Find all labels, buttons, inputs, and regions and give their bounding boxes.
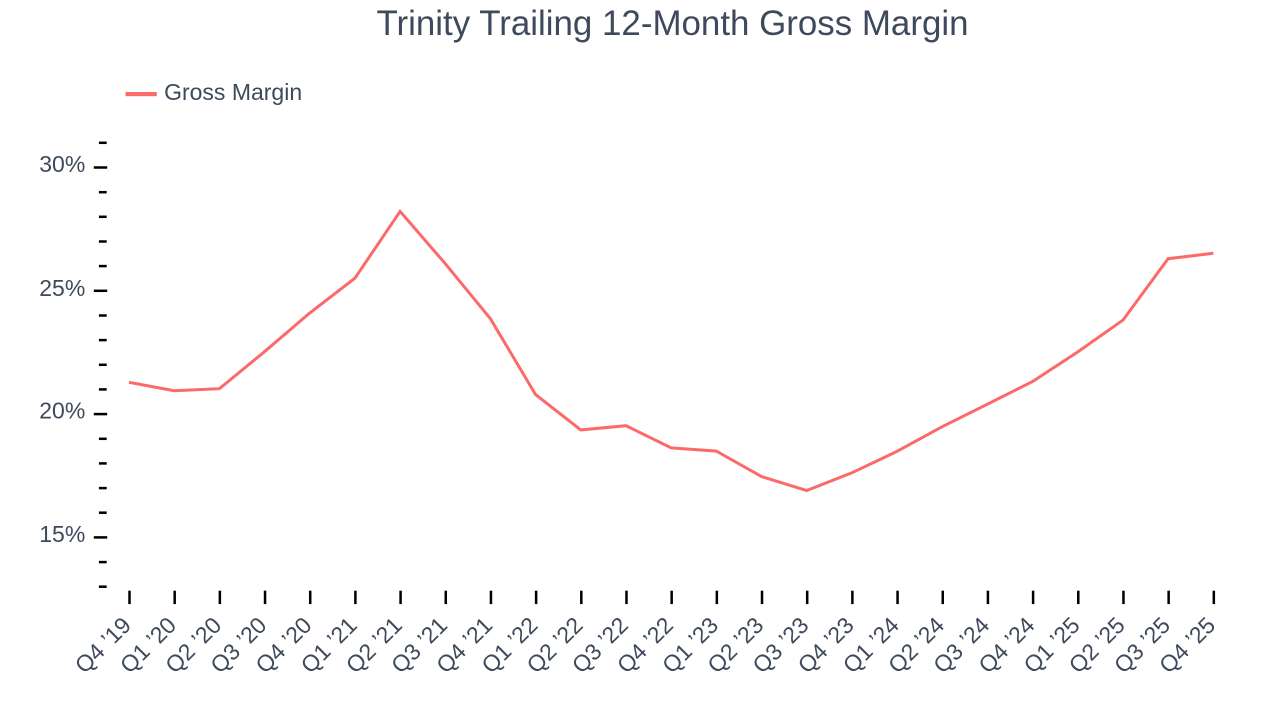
svg-text:Trinity Trailing 12-Month Gros: Trinity Trailing 12-Month Gross Margin [376, 4, 968, 43]
svg-text:Gross Margin: Gross Margin [164, 79, 302, 105]
svg-text:30%: 30% [39, 151, 85, 177]
svg-text:20%: 20% [39, 398, 85, 424]
svg-text:25%: 25% [39, 275, 85, 301]
svg-text:15%: 15% [39, 521, 85, 547]
